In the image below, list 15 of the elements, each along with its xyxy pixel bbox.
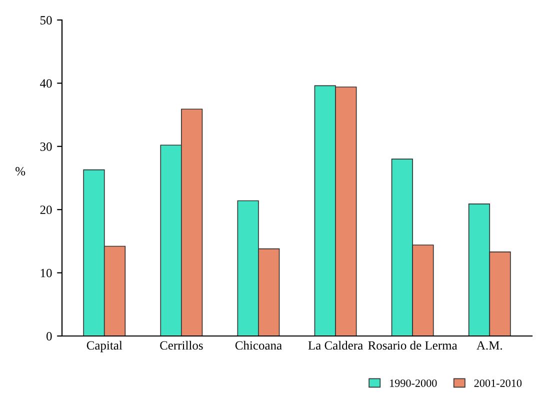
x-tick-label: Cerrillos [160, 340, 203, 350]
legend-label: 2001-2010 [474, 379, 522, 387]
x-tick-label: La Caldera [308, 340, 363, 350]
y-tick-label: 50 [40, 16, 52, 24]
y-tick-label: 0 [46, 332, 52, 340]
y-tick-label: 20 [40, 206, 52, 214]
y-tick-label: 10 [40, 268, 52, 278]
x-tick-label: Capital [86, 340, 122, 352]
legend-label: 1990-2000 [390, 379, 437, 387]
x-tick-label: Rosario de Lerma [368, 340, 458, 350]
y-tick-label: 40 [40, 79, 52, 88]
x-tick-label: Chicoana [235, 340, 282, 350]
y-axis-title: % [16, 167, 26, 176]
x-tick-label: A.M. [476, 341, 502, 350]
y-tick-label: 30 [40, 142, 52, 151]
